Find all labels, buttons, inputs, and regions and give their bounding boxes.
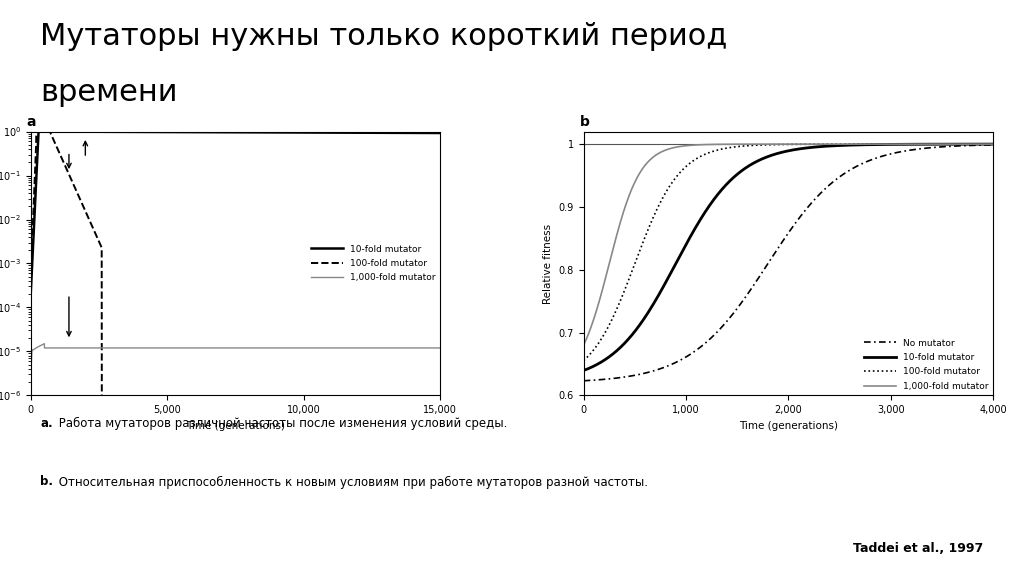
Text: Мутаторы нужны только короткий период: Мутаторы нужны только короткий период <box>40 22 728 52</box>
Text: a: a <box>27 115 36 129</box>
Text: Относительная приспособленность к новым условиям при работе мутаторов разной час: Относительная приспособленность к новым … <box>55 475 648 488</box>
Text: Taddei et al., 1997: Taddei et al., 1997 <box>853 542 984 554</box>
Text: a.: a. <box>40 417 53 430</box>
Legend: 10-fold mutator, 100-fold mutator, 1,000-fold mutator: 10-fold mutator, 100-fold mutator, 1,000… <box>311 245 436 282</box>
Legend: No mutator, 10-fold mutator, 100-fold mutator, 1,000-fold mutator: No mutator, 10-fold mutator, 100-fold mu… <box>864 339 989 391</box>
Text: Работа мутаторов различной частоты после изменения условий среды.: Работа мутаторов различной частоты после… <box>55 417 507 430</box>
Text: времени: времени <box>40 79 178 107</box>
Text: b.: b. <box>40 475 53 488</box>
X-axis label: Time (generations): Time (generations) <box>186 421 285 430</box>
Y-axis label: Relative fitness: Relative fitness <box>543 223 553 304</box>
X-axis label: Time (generations): Time (generations) <box>739 421 838 430</box>
Text: b: b <box>580 115 590 129</box>
